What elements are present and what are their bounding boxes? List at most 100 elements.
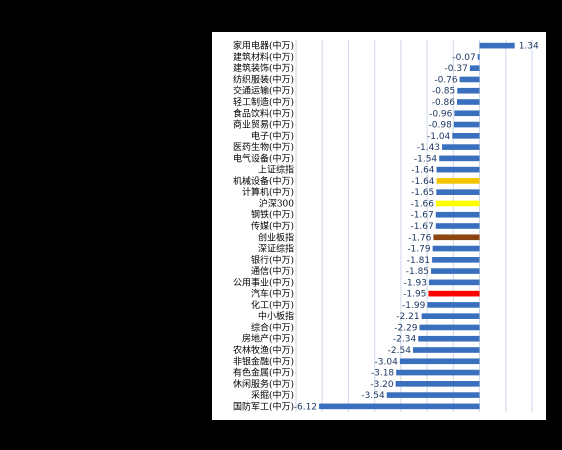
bar: [469, 65, 480, 71]
value-label: -0.76: [434, 75, 458, 85]
category-label: 有色金属(中万): [233, 367, 294, 379]
bar: [453, 121, 480, 128]
value-label: -2.29: [394, 323, 418, 333]
category-label: 轻工制造(中万): [233, 96, 294, 108]
value-label: -1.54: [414, 154, 438, 164]
value-label: -0.98: [429, 121, 453, 131]
category-label: 综合(中万): [251, 321, 294, 333]
category-label: 农林牧渔(中万): [233, 344, 294, 356]
bar: [427, 302, 480, 308]
bar: [457, 87, 480, 94]
value-label: -1.43: [417, 143, 440, 153]
grid-lines: [295, 40, 533, 412]
value-label: -0.85: [432, 87, 455, 97]
category-label: 休闲服务(中万): [233, 378, 294, 390]
value-label: -0.07: [452, 53, 475, 63]
bar: [395, 381, 480, 387]
value-label: -0.96: [429, 109, 453, 119]
bar: [418, 335, 480, 342]
bar: [421, 313, 480, 319]
labels: 家用电器(中万) 1.34 建筑材料(中万) -0.07 建筑装饰(中万) -0.37 纺织…: [233, 40, 539, 413]
bar: [412, 347, 480, 353]
bar: [454, 110, 480, 117]
value-label: -0.86: [432, 98, 456, 108]
bar: [431, 268, 480, 274]
bar: [477, 54, 480, 60]
value-label: 1.34: [519, 42, 539, 52]
category-label: 机械设备(中万): [233, 175, 294, 187]
category-label: 传媒(中万): [251, 220, 294, 232]
category-label: 食品饮料(中万): [233, 107, 294, 119]
category-label: 非银金融(中万): [233, 355, 294, 367]
category-label: 化工(中万): [251, 299, 294, 311]
bar: [442, 144, 480, 150]
category-label: 医药生物(中万): [233, 141, 294, 153]
bar: [436, 200, 480, 207]
value-label: -1.76: [408, 233, 432, 243]
bar: [459, 76, 480, 83]
category-label: 创业板指: [258, 231, 294, 243]
bar: [452, 133, 480, 139]
bar: [428, 279, 480, 286]
category-label: 交通运输(中万): [233, 85, 294, 97]
value-label: -1.65: [411, 188, 434, 198]
value-label: -1.04: [427, 132, 451, 142]
bars: [319, 42, 515, 410]
bar: [428, 290, 480, 297]
value-label: -1.99: [402, 301, 426, 311]
bar: [432, 257, 480, 263]
value-label: -2.34: [393, 335, 417, 345]
value-label: -1.95: [403, 290, 426, 300]
value-label: -0.37: [445, 64, 468, 74]
value-label: -1.67: [410, 222, 433, 232]
value-label: -1.85: [406, 267, 429, 277]
category-label: 纺织服装(中万): [233, 73, 294, 85]
category-label: 建筑装饰(中万): [233, 62, 294, 74]
bar: [436, 189, 480, 195]
category-label: 上证综指: [258, 164, 294, 176]
industry-returns-bar-chart: 家用电器(中万) 1.34 建筑材料(中万) -0.07 建筑装饰(中万) -0.37 纺织…: [233, 40, 539, 413]
bar: [419, 324, 480, 331]
value-label: -1.81: [407, 256, 430, 266]
value-label: -2.21: [396, 312, 419, 322]
value-label: -1.67: [410, 211, 433, 221]
bar: [439, 155, 480, 162]
category-label: 钢铁(中万): [251, 209, 294, 221]
bar: [399, 358, 480, 365]
category-label: 汽车(中万): [251, 288, 294, 300]
category-label: 银行(中万): [251, 254, 294, 266]
category-label: 沪深300: [259, 197, 294, 209]
category-label: 计算机(中万): [242, 186, 294, 198]
category-label: 房地产(中万): [242, 333, 294, 345]
value-label: -1.64: [411, 166, 435, 176]
bar: [436, 166, 480, 173]
bar: [436, 178, 480, 184]
category-label: 通信(中万): [251, 265, 294, 277]
bar: [435, 223, 480, 229]
bar: [435, 211, 480, 218]
category-label: 建筑材料(中万): [233, 51, 294, 63]
value-label: -3.20: [370, 380, 394, 390]
category-label: 电子(中万): [251, 130, 294, 142]
bar: [319, 403, 480, 410]
bar: [433, 234, 480, 241]
category-label: 中小板指: [258, 310, 294, 322]
category-label: 家用电器(中万): [233, 40, 294, 52]
value-label: -1.66: [411, 199, 435, 209]
value-label: -1.93: [404, 278, 427, 288]
value-label: -1.64: [411, 177, 435, 187]
chart-panel: 家用电器(中万) 1.34 建筑材料(中万) -0.07 建筑装饰(中万) -0.37 纺织…: [212, 32, 546, 420]
value-label: -3.04: [375, 357, 399, 367]
value-label: -2.54: [388, 346, 412, 356]
category-label: 深证综指: [258, 243, 294, 255]
value-label: -3.18: [371, 369, 395, 379]
category-label: 国防军工(中万): [233, 400, 294, 412]
value-label: -3.54: [361, 391, 385, 401]
bar: [432, 245, 480, 252]
value-label: -6.12: [294, 402, 317, 412]
bar: [386, 392, 480, 398]
category-label: 商业贸易(中万): [233, 119, 294, 131]
bar: [457, 99, 480, 105]
category-label: 采掘(中万): [251, 389, 294, 401]
category-label: 电气设备(中万): [233, 152, 294, 164]
